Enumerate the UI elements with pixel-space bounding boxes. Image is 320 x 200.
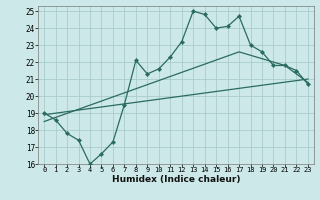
X-axis label: Humidex (Indice chaleur): Humidex (Indice chaleur): [112, 175, 240, 184]
